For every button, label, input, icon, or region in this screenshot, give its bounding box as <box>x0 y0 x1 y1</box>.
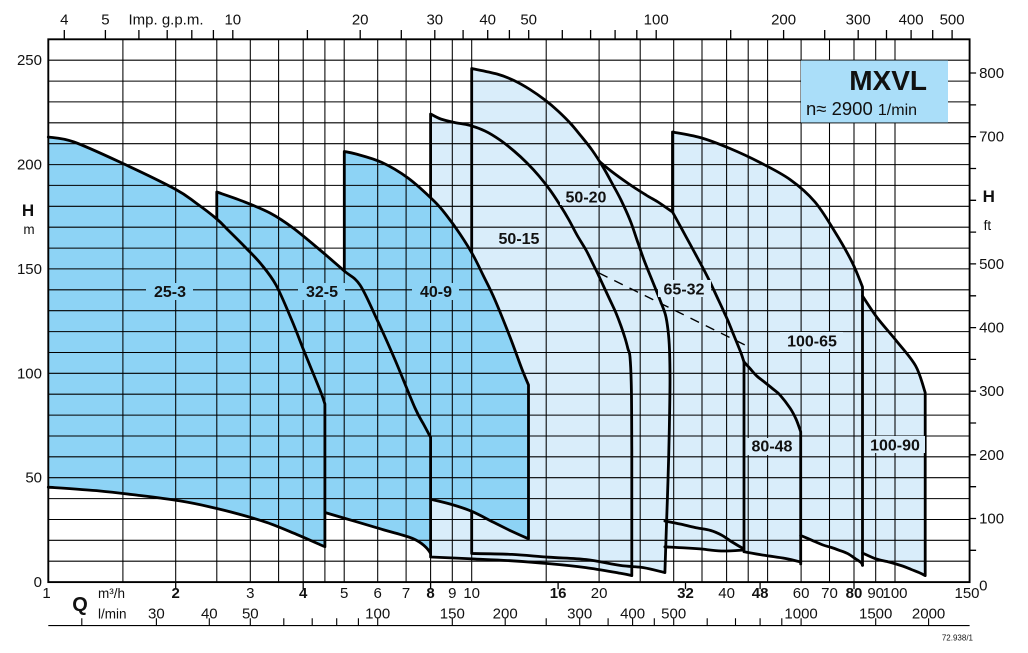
svg-text:200: 200 <box>771 12 796 29</box>
svg-text:48: 48 <box>752 585 769 602</box>
svg-text:n≈ 2900 1/min: n≈ 2900 1/min <box>806 98 917 119</box>
svg-text:250: 250 <box>17 52 42 69</box>
svg-text:100: 100 <box>882 585 907 602</box>
svg-text:100: 100 <box>644 12 669 29</box>
svg-text:32: 32 <box>677 585 694 602</box>
svg-text:70: 70 <box>821 585 838 602</box>
svg-text:200: 200 <box>17 157 42 174</box>
svg-text:16: 16 <box>550 585 567 602</box>
svg-text:150: 150 <box>954 585 979 602</box>
svg-text:m³/h: m³/h <box>98 586 125 601</box>
svg-text:300: 300 <box>567 606 592 623</box>
svg-text:7: 7 <box>402 585 410 602</box>
svg-text:2000: 2000 <box>912 606 945 623</box>
svg-text:5: 5 <box>101 12 109 29</box>
svg-text:m: m <box>23 222 34 237</box>
svg-text:H: H <box>22 201 34 220</box>
svg-text:ft: ft <box>984 218 992 233</box>
svg-text:20: 20 <box>352 12 369 29</box>
svg-text:50: 50 <box>520 12 537 29</box>
svg-text:H: H <box>983 187 995 206</box>
svg-text:2: 2 <box>172 585 180 602</box>
svg-text:90: 90 <box>867 585 884 602</box>
svg-text:9: 9 <box>448 585 456 602</box>
svg-text:30: 30 <box>148 606 165 623</box>
svg-text:60: 60 <box>793 585 810 602</box>
svg-text:200: 200 <box>979 447 1004 464</box>
svg-text:100-90: 100-90 <box>870 438 920 455</box>
svg-text:40: 40 <box>718 585 735 602</box>
svg-text:l/min: l/min <box>98 607 127 622</box>
svg-text:400: 400 <box>620 606 645 623</box>
svg-text:25-3: 25-3 <box>154 284 186 301</box>
svg-text:300: 300 <box>979 383 1004 400</box>
svg-text:100-65: 100-65 <box>787 334 837 351</box>
svg-text:72.938/1: 72.938/1 <box>942 634 974 643</box>
svg-text:1500: 1500 <box>859 606 892 623</box>
svg-text:50: 50 <box>25 470 42 487</box>
svg-text:0: 0 <box>979 578 987 595</box>
svg-text:1000: 1000 <box>784 606 817 623</box>
svg-text:Imp. g.p.m.: Imp. g.p.m. <box>128 12 203 29</box>
svg-text:40-9: 40-9 <box>420 284 452 301</box>
svg-text:50-15: 50-15 <box>499 231 540 248</box>
svg-text:5: 5 <box>340 585 348 602</box>
svg-text:400: 400 <box>979 320 1004 337</box>
svg-text:300: 300 <box>846 12 871 29</box>
svg-text:100: 100 <box>365 606 390 623</box>
svg-text:200: 200 <box>493 606 518 623</box>
svg-text:700: 700 <box>979 129 1004 146</box>
svg-text:500: 500 <box>940 12 965 29</box>
svg-text:80-48: 80-48 <box>752 439 793 456</box>
svg-text:MXVL: MXVL <box>849 65 927 96</box>
svg-text:40: 40 <box>201 606 218 623</box>
svg-text:1: 1 <box>42 585 50 602</box>
svg-text:30: 30 <box>426 12 443 29</box>
svg-text:500: 500 <box>661 606 686 623</box>
svg-text:50-20: 50-20 <box>566 190 607 207</box>
svg-text:800: 800 <box>979 65 1004 82</box>
svg-text:32-5: 32-5 <box>306 284 338 301</box>
svg-text:500: 500 <box>979 256 1004 273</box>
svg-text:10: 10 <box>463 585 480 602</box>
svg-text:4: 4 <box>60 12 68 29</box>
svg-text:150: 150 <box>17 261 42 278</box>
svg-text:Q: Q <box>72 594 88 616</box>
svg-text:40: 40 <box>479 12 496 29</box>
svg-text:100: 100 <box>17 365 42 382</box>
svg-text:65-32: 65-32 <box>664 282 705 299</box>
svg-text:50: 50 <box>242 606 259 623</box>
svg-text:0: 0 <box>34 574 42 591</box>
svg-text:80: 80 <box>846 585 863 602</box>
svg-text:8: 8 <box>426 585 434 602</box>
svg-text:150: 150 <box>440 606 465 623</box>
svg-text:400: 400 <box>899 12 924 29</box>
svg-text:100: 100 <box>979 511 1004 528</box>
svg-text:3: 3 <box>246 585 254 602</box>
svg-text:20: 20 <box>591 585 608 602</box>
svg-text:10: 10 <box>224 12 241 29</box>
svg-text:4: 4 <box>299 585 308 602</box>
svg-text:6: 6 <box>374 585 382 602</box>
